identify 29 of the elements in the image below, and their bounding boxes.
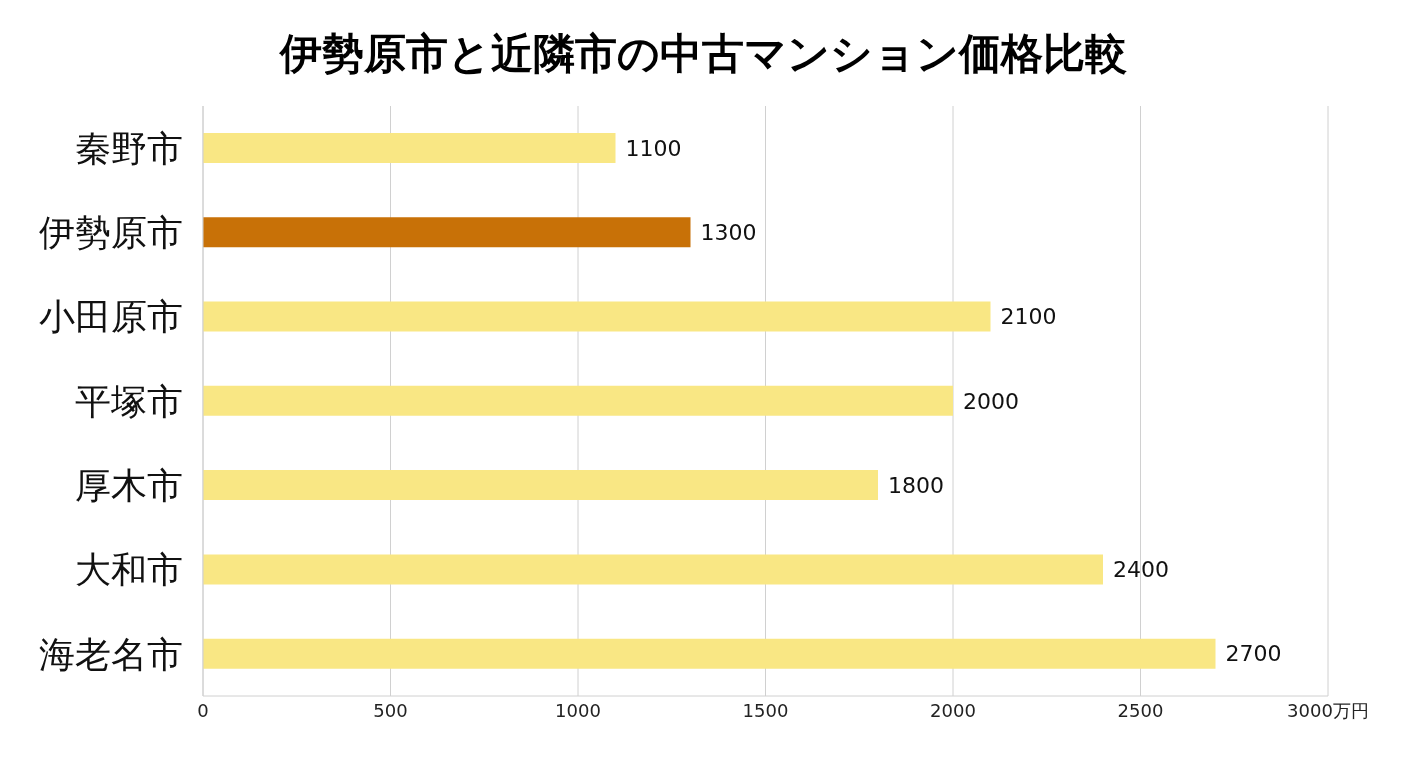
data-label: 1800: [888, 472, 944, 498]
bar: [203, 132, 616, 163]
bar: [203, 470, 878, 501]
bar: [203, 638, 1216, 669]
data-label: 1100: [625, 135, 682, 161]
y-tick-label: 秦野市: [75, 127, 183, 169]
y-tick-label: 海老名市: [39, 633, 183, 675]
y-tick-label: 平塚市: [75, 380, 183, 422]
data-label: 2400: [1113, 557, 1169, 583]
bar: [203, 217, 691, 248]
bar: [203, 385, 953, 416]
y-tick-label: 大和市: [75, 549, 183, 591]
x-tick-label: 1000: [555, 699, 601, 721]
bar: [203, 301, 991, 332]
chart-title: 伊勢原市と近隣市の中古マンション価格比較: [278, 28, 1128, 80]
data-label: 1300: [700, 220, 757, 246]
bar: [203, 554, 1103, 585]
data-label: 2000: [963, 388, 1019, 414]
x-tick-label: 0: [197, 699, 209, 721]
y-tick-label: 伊勢原市: [39, 212, 183, 254]
x-tick-label: 1500: [742, 699, 789, 721]
x-tick-label: 500: [373, 699, 408, 721]
data-label: 2100: [1000, 304, 1057, 330]
x-tick-label: 3000万円: [1287, 699, 1369, 721]
data-label: 2700: [1225, 641, 1282, 667]
x-tick-label: 2000: [930, 699, 976, 721]
x-tick-label: 2500: [1117, 699, 1164, 721]
y-tick-label: 厚木市: [75, 465, 183, 507]
y-tick-label: 小田原市: [39, 296, 183, 338]
